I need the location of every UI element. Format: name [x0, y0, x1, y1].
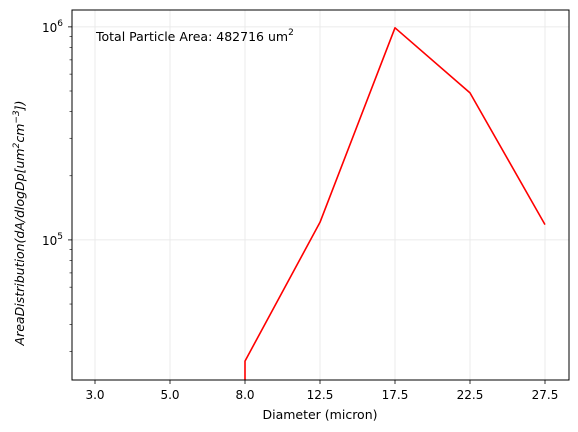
x-tick-label: 8.0	[235, 388, 254, 402]
x-tick-label: 3.0	[85, 388, 104, 402]
x-tick-label: 17.5	[382, 388, 409, 402]
x-axis-title: Diameter (micron)	[262, 407, 377, 422]
x-tick-label: 12.5	[307, 388, 334, 402]
grid-lines	[72, 10, 569, 380]
x-tick-label: 22.5	[457, 388, 484, 402]
plot-frame	[71, 9, 570, 381]
series-layer	[244, 26, 546, 380]
series-line	[244, 26, 546, 380]
svg-text:AreaDistribution(dA/dlogDp[um2: AreaDistribution(dA/dlogDp[um2cm−3])	[12, 101, 27, 347]
y-tick-label: 106	[42, 19, 63, 35]
x-tick-label: 27.5	[532, 388, 559, 402]
x-tick-label: 5.0	[160, 388, 179, 402]
y-tick-label: 105	[42, 232, 63, 248]
y-ticks: 105 106	[42, 19, 72, 352]
x-ticks: 3.0 5.0 8.0 12.5 17.5 22.5 27.5	[85, 380, 558, 402]
total-area-annotation: Total Particle Area: 482716 um2	[95, 28, 294, 44]
y-axis-title: AreaDistribution(dA/dlogDp[um2cm−3])	[12, 101, 27, 347]
